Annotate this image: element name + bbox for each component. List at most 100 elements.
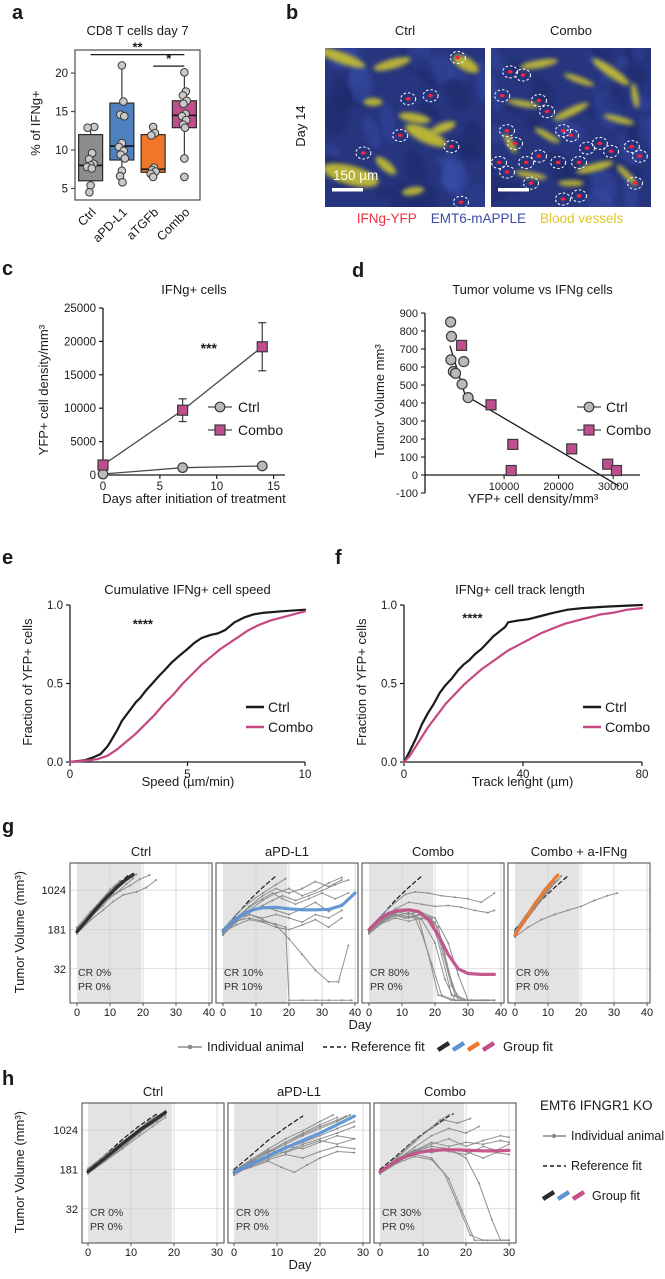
svg-text:200: 200: [400, 434, 418, 446]
svg-text:**: **: [132, 40, 143, 55]
panel-b-title-combo: Combo: [550, 23, 592, 38]
panel-g-xlabel: Day: [348, 1017, 372, 1032]
micrograph-ctrl: [325, 48, 485, 207]
panel-h-xlabel: Day: [288, 1257, 312, 1272]
panel-c-chart: 0 5000 10000 15000 20000 25000 0 5 10 15 *** Ctrl Co…: [64, 303, 285, 493]
svg-text:CR 30%: CR 30%: [382, 1207, 421, 1219]
svg-text:1.0: 1.0: [47, 600, 63, 612]
svg-text:300: 300: [400, 416, 418, 428]
panel-d-chart: -100 0 100 200 300 400 500 600 700 800 900 10000 200…: [396, 308, 651, 500]
svg-text:20: 20: [168, 1247, 180, 1259]
panel-g-title-ctrl: Ctrl: [130, 844, 152, 859]
svg-text:Reference fit: Reference fit: [351, 1039, 425, 1054]
svg-text:0.0: 0.0: [381, 757, 397, 769]
panel-b-legend: IFNg-YFP EMT6-mAPPLE Blood vessels: [325, 211, 655, 227]
svg-text:1.0: 1.0: [381, 600, 397, 612]
svg-text:0: 0: [220, 1007, 226, 1019]
svg-text:CR 80%: CR 80%: [370, 967, 409, 979]
panel-g-title-combo-aifng: Combo + a-IFNg: [530, 844, 628, 859]
svg-text:10: 10: [210, 481, 223, 493]
panel-c-xlabel: Days after initiation of treatment: [102, 491, 286, 506]
svg-text:900: 900: [400, 308, 418, 320]
svg-text:10: 10: [250, 1007, 262, 1019]
svg-text:Combo: Combo: [268, 719, 313, 735]
svg-text:PR 10%: PR 10%: [224, 981, 263, 993]
svg-text:5: 5: [62, 183, 68, 195]
panel-f-xlabel: Track lenght (µm): [471, 774, 574, 789]
svg-text:30: 30: [503, 1247, 515, 1259]
panel-e-xlabel: Speed (µm/min): [141, 774, 235, 789]
svg-text:10: 10: [299, 769, 312, 781]
svg-text:Group fit: Group fit: [503, 1039, 553, 1054]
svg-text:PR 0%: PR 0%: [236, 1221, 269, 1233]
svg-text:CR 0%: CR 0%: [236, 1207, 269, 1219]
svg-text:CR 10%: CR 10%: [224, 967, 263, 979]
svg-text:Reference fit: Reference fit: [571, 1159, 642, 1173]
svg-text:PR 0%: PR 0%: [90, 1221, 123, 1233]
svg-text:800: 800: [400, 326, 418, 338]
svg-text:0: 0: [512, 1007, 518, 1019]
svg-text:40: 40: [495, 1007, 507, 1019]
svg-text:Individual animal: Individual animal: [207, 1039, 304, 1054]
svg-text:0: 0: [90, 470, 96, 482]
svg-text:20: 20: [429, 1007, 441, 1019]
svg-text:****: ****: [133, 617, 154, 632]
svg-text:40: 40: [349, 1007, 361, 1019]
panel-b-title-ctrl: Ctrl: [394, 23, 416, 38]
svg-text:700: 700: [400, 344, 418, 356]
svg-text:aPD-L1: aPD-L1: [90, 205, 130, 245]
svg-text:0.0: 0.0: [47, 757, 63, 769]
svg-text:Ctrl: Ctrl: [605, 699, 627, 715]
svg-text:CR 0%: CR 0%: [78, 967, 111, 979]
svg-text:0: 0: [401, 769, 407, 781]
svg-text:32: 32: [66, 1204, 78, 1216]
panel-d-title: Tumor volume vs IFNg cells: [452, 282, 613, 297]
svg-text:PR 0%: PR 0%: [78, 981, 111, 993]
svg-text:*: *: [166, 51, 172, 66]
panel-e-chart: 0.0 0.5 1.0 0 5 10 **** Ctrl Combo: [47, 600, 313, 781]
svg-text:aTGFb: aTGFb: [124, 205, 161, 242]
svg-text:0: 0: [100, 481, 106, 493]
panel-b-micrographs: [325, 48, 651, 207]
svg-text:10: 10: [125, 1247, 137, 1259]
panel-letter-d: d: [352, 260, 365, 282]
svg-text:500: 500: [400, 380, 418, 392]
panel-d-xlabel: YFP+ cell density/mm³: [467, 491, 599, 506]
svg-text:0.5: 0.5: [381, 679, 397, 691]
scalebar-label: 150 µm: [333, 168, 379, 183]
panel-f-chart: 0.0 0.5 1.0 0 40 80 **** Ctrl Combo: [381, 600, 650, 781]
panel-letter-c: c: [2, 258, 14, 280]
panel-h-title-ctrl: Ctrl: [142, 1084, 164, 1099]
svg-text:0: 0: [231, 1247, 237, 1259]
svg-text:100: 100: [400, 452, 418, 464]
svg-text:0: 0: [377, 1247, 383, 1259]
svg-text:PR 0%: PR 0%: [382, 1221, 415, 1233]
panel-g-legend: Individual animal Reference fit Group fit: [178, 1039, 553, 1054]
panel-e-title: Cumulative IFNg+ cell speed: [104, 582, 271, 597]
svg-text:Combo: Combo: [238, 422, 283, 438]
svg-text:10: 10: [55, 145, 68, 157]
svg-text:-100: -100: [396, 488, 418, 500]
panel-g-title-apdl1: aPD-L1: [264, 844, 310, 859]
svg-text:20000: 20000: [543, 481, 574, 493]
panel-letter-a: a: [12, 2, 24, 24]
panel-h-chart: CR 0% PR 0% 0 10 20 30 CR 0% PR 0% 0 10 20 30 CR 30%…: [54, 1102, 517, 1259]
panel-c-ylabel: YFP+ cell density/mm³: [35, 324, 51, 456]
svg-text:20: 20: [55, 68, 68, 80]
svg-text:1024: 1024: [54, 1125, 78, 1137]
panel-letter-g: g: [2, 816, 15, 838]
svg-text:Ctrl: Ctrl: [606, 399, 628, 415]
svg-text:400: 400: [400, 398, 418, 410]
svg-text:Combo: Combo: [605, 719, 650, 735]
svg-text:40: 40: [517, 769, 530, 781]
panel-g-ylabel: Tumor Volume (mm³): [11, 870, 27, 994]
svg-text:1024: 1024: [42, 885, 66, 897]
svg-text:Combo: Combo: [606, 422, 651, 438]
svg-text:10: 10: [396, 1007, 408, 1019]
svg-text:Group fit: Group fit: [592, 1189, 640, 1203]
legend-ifng-yfp: IFNg-YFP: [356, 211, 417, 226]
svg-text:20: 20: [314, 1247, 326, 1259]
svg-text:10: 10: [104, 1007, 116, 1019]
